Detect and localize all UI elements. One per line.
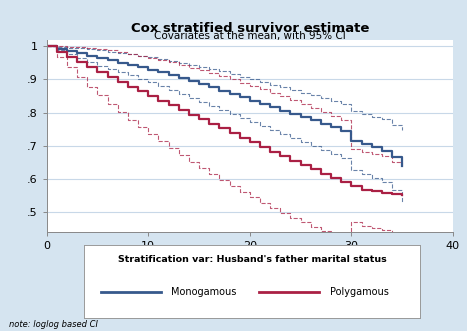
Text: Covariates at the mean, with 95% CI: Covariates at the mean, with 95% CI bbox=[154, 31, 346, 41]
Text: note: loglog based CI: note: loglog based CI bbox=[9, 320, 99, 329]
Text: Polygamous: Polygamous bbox=[330, 287, 389, 297]
X-axis label: Marriage duration in years: Marriage duration in years bbox=[176, 256, 324, 266]
Text: Cox stratified survivor estimate: Cox stratified survivor estimate bbox=[131, 22, 369, 34]
Text: Monogamous: Monogamous bbox=[171, 287, 237, 297]
Text: Stratification var: Husband's father marital status: Stratification var: Husband's father mar… bbox=[118, 255, 387, 264]
